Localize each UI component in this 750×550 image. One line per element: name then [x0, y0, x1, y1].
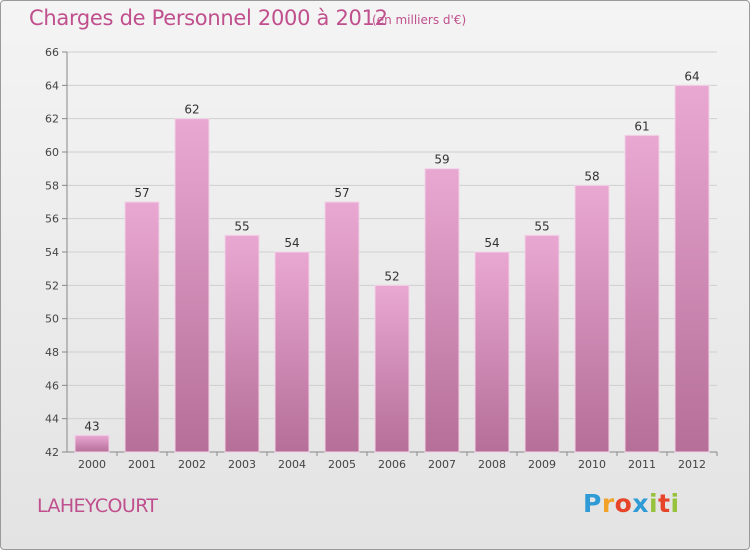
y-tick-labels: 42 44 46 48 50 52 54 56 58 60 62 64 66: [45, 46, 59, 459]
logo-letter: P: [583, 489, 602, 518]
x-tick-label: 2006: [378, 458, 406, 471]
x-tick-label: 2007: [428, 458, 456, 471]
y-tick-label: 48: [45, 346, 59, 359]
proxiti-logo: Proxiti: [583, 489, 680, 518]
chart-title: Charges de Personnel 2000 à 2012: [29, 6, 388, 30]
y-tick-label: 54: [45, 246, 59, 259]
bars: 43 57 62 55 54 57 52 59 54 55 58 61 64: [74, 69, 710, 453]
bar: [424, 168, 460, 453]
logo-letter: t: [658, 489, 671, 518]
y-tick-label: 60: [45, 146, 59, 159]
x-tick-label: 2000: [78, 458, 106, 471]
x-tick-label: 2002: [178, 458, 206, 471]
y-tick-label: 42: [45, 446, 59, 459]
y-tick-label: 44: [45, 413, 59, 426]
bar: [324, 201, 360, 453]
y-tick-label: 62: [45, 113, 59, 126]
bar-value-label: 64: [684, 69, 699, 83]
bar: [674, 84, 710, 453]
logo-letter: o: [614, 489, 633, 518]
bar: [574, 184, 610, 453]
bar-value-label: 58: [584, 169, 599, 183]
bar-value-label: 55: [234, 219, 249, 233]
bar: [174, 118, 210, 453]
x-tick-label: 2005: [328, 458, 356, 471]
bar: [74, 434, 110, 453]
x-tick-label: 2012: [678, 458, 706, 471]
bar-value-label: 59: [434, 153, 449, 167]
x-tick-label: 2008: [478, 458, 506, 471]
logo-letter: r: [601, 489, 615, 518]
bar-value-label: 57: [334, 186, 349, 200]
y-tick-label: 52: [45, 279, 59, 292]
bar: [374, 284, 410, 453]
x-tick-label: 2001: [128, 458, 156, 471]
y-tick-label: 50: [45, 313, 59, 326]
chart-subtitle: (en milliers d'€): [372, 13, 467, 27]
y-tick-label: 58: [45, 179, 59, 192]
place-name: LAHEYCOURT: [37, 495, 158, 517]
bar-value-label: 54: [284, 236, 299, 250]
y-tick-label: 64: [45, 79, 59, 92]
bar: [624, 134, 660, 453]
logo-letter: x: [632, 489, 649, 518]
bar-value-label: 55: [534, 219, 549, 233]
logo-letter: i: [670, 489, 680, 518]
x-tick-label: 2011: [628, 458, 656, 471]
x-tick-label: 2003: [228, 458, 256, 471]
x-tick-label: 2009: [528, 458, 556, 471]
bar-value-label: 54: [484, 236, 499, 250]
y-tick-label: 66: [45, 46, 59, 59]
bar-value-label: 57: [134, 186, 149, 200]
bar-value-label: 62: [184, 103, 199, 117]
y-tick-label: 56: [45, 213, 59, 226]
bar: [524, 234, 560, 453]
logo-letter: i: [649, 489, 659, 518]
x-tick-label: 2010: [578, 458, 606, 471]
bar: [474, 251, 510, 453]
bar-value-label: 43: [84, 419, 99, 433]
bar: [124, 201, 160, 453]
bar: [224, 234, 260, 453]
y-tick-label: 46: [45, 379, 59, 392]
bar-value-label: 61: [634, 119, 649, 133]
bar: [274, 251, 310, 453]
x-tick-labels: 2000 2001 2002 2003 2004 2005 2006 2007 2008 2009…: [78, 452, 718, 471]
bar-value-label: 52: [384, 269, 399, 283]
x-tick-label: 2004: [278, 458, 306, 471]
